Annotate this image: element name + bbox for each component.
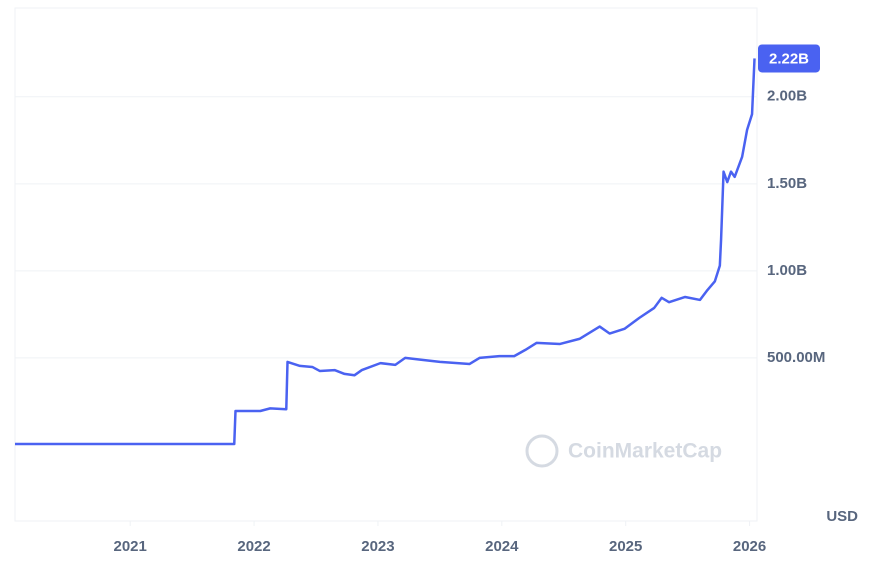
line-series: [15, 58, 756, 446]
last-value-badge: 2.22B: [758, 44, 820, 73]
watermark-text: CoinMarketCap: [568, 440, 722, 463]
y-tick-label: 1.00B: [767, 262, 807, 279]
x-tick-label: 2025: [609, 538, 642, 555]
x-tick-label: 2024: [485, 538, 519, 555]
badge-bg: [758, 44, 820, 73]
y-tick-label: 500.00M: [767, 349, 825, 366]
x-tick-label: 2021: [114, 538, 147, 555]
x-tick-label: 2026: [733, 538, 766, 555]
y-tick-label: 2.00B: [767, 88, 807, 105]
watermark: CoinMarketCap: [525, 434, 722, 468]
watermark-logo: [525, 434, 559, 468]
x-tick-label: 2022: [237, 538, 270, 555]
y-tick-label: 1.50B: [767, 175, 807, 192]
badge-label: 2.22B: [769, 50, 809, 67]
x-tick-label: 2023: [361, 538, 394, 555]
unit-label: USD: [826, 508, 858, 525]
plot-frame: [14, 7, 758, 522]
